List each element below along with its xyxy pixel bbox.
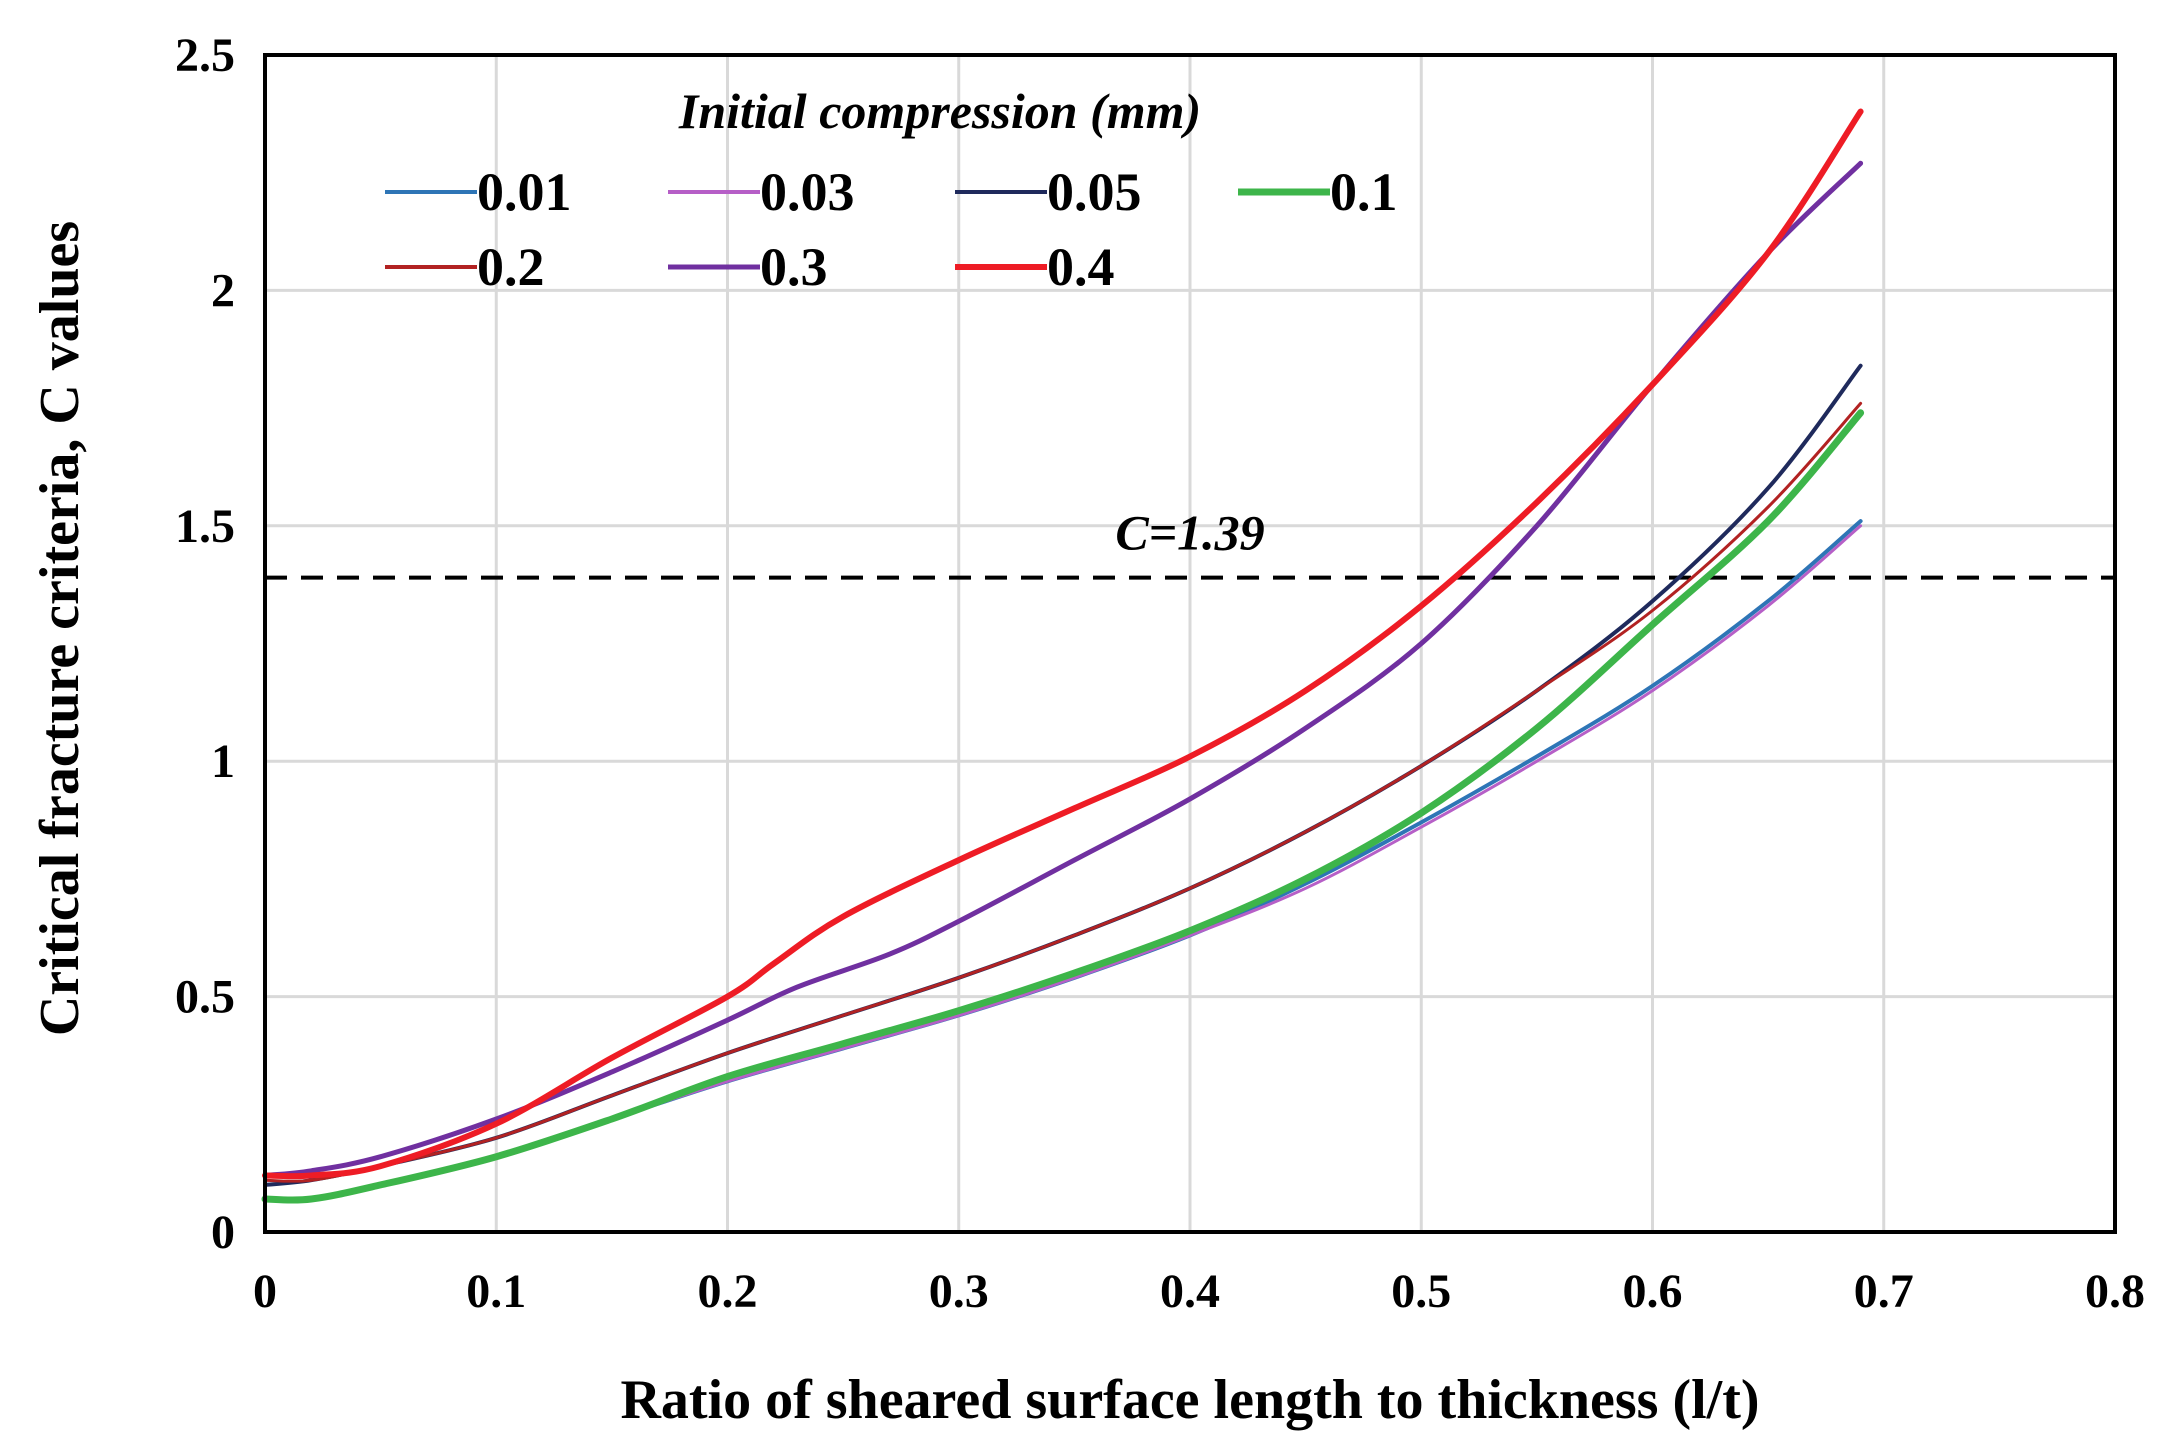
x-tick-label: 0.8 (2085, 1265, 2145, 1318)
x-tick-label: 0.1 (466, 1265, 526, 1318)
series-line-0.3 (262, 160, 1864, 1178)
x-tick-label: 0.3 (929, 1265, 989, 1318)
y-axis-label: Critical fracture criteria, C values (29, 221, 91, 1036)
x-axis-ticks: 0 0.1 0.2 0.3 0.4 0.5 0.6 0.7 0.8 (253, 1265, 2145, 1318)
legend-title: Initial compression (mm) (678, 83, 1201, 139)
legend-label-0.4: 0.4 (1047, 237, 1115, 297)
plot-area-border (263, 53, 2117, 1234)
legend-label-0.2: 0.2 (477, 237, 545, 297)
legend: Initial compression (mm) 0.01 0.03 0.05 0.1… (385, 83, 1398, 297)
series-line-0.1 (261, 409, 1865, 1204)
series-line-0.2 (263, 401, 1863, 1183)
series-line-0.05 (263, 363, 1863, 1187)
y-tick-label: 0 (211, 1206, 235, 1259)
reference-line-group: C=1.39 (265, 505, 2115, 580)
x-tick-label: 0.4 (1160, 1265, 1220, 1318)
y-tick-label: 1.5 (175, 500, 235, 553)
y-tick-label: 2 (211, 264, 235, 317)
y-tick-label: 1 (211, 735, 235, 788)
legend-label-0.03: 0.03 (760, 162, 855, 222)
y-tick-label: 0.5 (175, 971, 235, 1024)
series-line-0.4 (262, 108, 1864, 1180)
x-tick-label: 0 (253, 1265, 277, 1318)
legend-items: 0.01 0.03 0.05 0.1 0.2 0.3 0.4 (385, 162, 1398, 297)
x-tick-label: 0.5 (1391, 1265, 1451, 1318)
x-axis-label: Ratio of sheared surface length to thick… (620, 1369, 1759, 1431)
grid-lines (265, 55, 2115, 1232)
reference-line-label: C=1.39 (1115, 505, 1264, 561)
legend-label-0.3: 0.3 (760, 237, 828, 297)
series-lines (261, 108, 1865, 1204)
y-tick-label: 2.5 (175, 29, 235, 82)
x-tick-label: 0.2 (698, 1265, 758, 1318)
series-line-0.01 (263, 519, 1863, 1203)
legend-label-0.1: 0.1 (1330, 162, 1398, 222)
x-tick-label: 0.6 (1623, 1265, 1683, 1318)
y-axis-ticks: 0 0.5 1 1.5 2 2.5 (175, 29, 235, 1259)
x-tick-label: 0.7 (1854, 1265, 1914, 1318)
legend-label-0.05: 0.05 (1047, 162, 1142, 222)
legend-label-0.01: 0.01 (477, 162, 572, 222)
